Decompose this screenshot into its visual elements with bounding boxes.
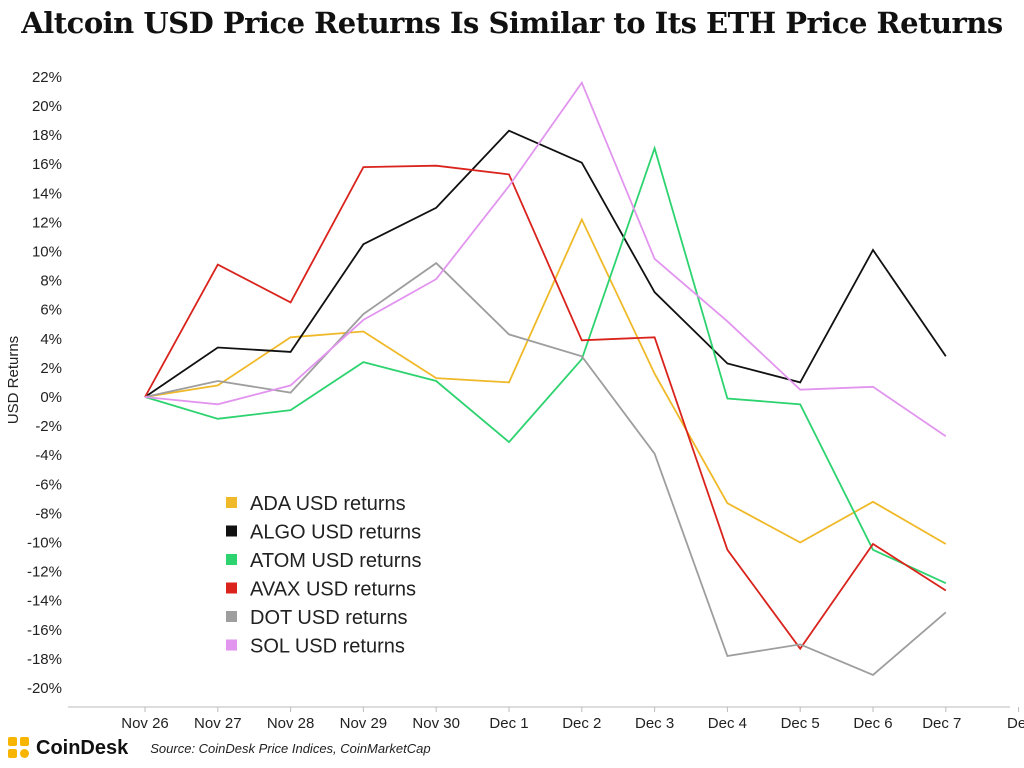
legend-swatch <box>226 497 237 508</box>
series-line-dot <box>144 261 947 676</box>
y-tick-label: 20% <box>32 98 62 115</box>
legend-label: ALGO USD returns <box>250 522 421 544</box>
y-axis-ticks: 22% 20% 18% 16% 14% 12% 10% 8% 6% 4% 2% 0% -2% -4% -6%… <box>27 69 62 697</box>
x-tick-label: Dec 8 <box>1007 715 1024 732</box>
legend-label: AVAX USD returns <box>250 579 416 601</box>
y-tick-label: 22% <box>32 69 62 86</box>
y-tick-label: -2% <box>35 418 62 435</box>
y-tick-label: 6% <box>40 302 62 319</box>
y-tick-label: 10% <box>32 244 62 261</box>
y-axis-label: USD Returns <box>5 336 22 424</box>
x-tick-label: Dec 4 <box>708 715 747 732</box>
series-lines <box>144 80 947 676</box>
y-tick-label: 12% <box>32 214 62 231</box>
legend-label: DOT USD returns <box>250 607 407 629</box>
x-axis-ticks: Nov 26 Nov 27 Nov 28 Nov 29 Nov 30 Dec 1 Dec 2… <box>121 707 1024 732</box>
y-tick-label: 0% <box>40 389 62 406</box>
source-note: Source: CoinDesk Price Indices, CoinMark… <box>150 740 431 756</box>
y-tick-label: -12% <box>27 564 62 581</box>
y-tick-label: -6% <box>35 476 62 493</box>
legend-swatch <box>226 554 237 565</box>
series-line-avax <box>144 164 947 651</box>
coindesk-logo-icon <box>8 737 30 759</box>
x-tick-label: Nov 28 <box>267 715 315 732</box>
y-tick-label: 16% <box>32 156 62 173</box>
y-tick-label: -18% <box>27 651 62 668</box>
coindesk-logo-text: CoinDesk <box>36 736 129 759</box>
y-tick-label: 2% <box>40 360 62 377</box>
y-tick-label: -10% <box>27 535 62 552</box>
x-tick-label: Nov 30 <box>412 715 460 732</box>
y-tick-label: -20% <box>27 680 62 697</box>
x-tick-label: Dec 6 <box>853 715 892 732</box>
y-tick-label: 8% <box>40 273 62 290</box>
series-line-algo <box>144 129 947 398</box>
x-tick-label: Dec 3 <box>635 715 674 732</box>
y-tick-label: 18% <box>32 127 62 144</box>
y-tick-label: -8% <box>35 505 62 522</box>
legend-swatch <box>226 525 237 537</box>
legend-swatch <box>226 582 237 594</box>
chart-title: Altcoin USD Price Returns Is Similar to … <box>21 6 1003 40</box>
y-tick-label: -14% <box>27 593 62 610</box>
x-tick-label: Dec 2 <box>562 715 601 732</box>
legend: ADA USD returns ALGO USD returns ATOM USD … <box>226 493 422 658</box>
legend-swatch <box>226 611 237 622</box>
series-line-atom <box>144 145 947 585</box>
y-tick-label: -16% <box>27 622 62 639</box>
legend-label: SOL USD returns <box>250 636 405 658</box>
series-line-ada <box>144 217 947 545</box>
legend-label: ATOM USD returns <box>250 550 422 572</box>
x-tick-label: Nov 26 <box>121 715 169 732</box>
x-tick-label: Nov 27 <box>194 715 242 732</box>
x-tick-label: Dec 1 <box>489 715 528 732</box>
x-tick-label: Dec 7 <box>922 715 961 732</box>
y-tick-label: -4% <box>35 447 62 464</box>
x-tick-label: Dec 5 <box>781 715 820 732</box>
x-tick-label: Nov 29 <box>340 715 388 732</box>
y-tick-label: 4% <box>40 331 62 348</box>
legend-swatch <box>226 639 237 651</box>
legend-label: ADA USD returns <box>250 493 406 515</box>
y-tick-label: 14% <box>32 185 62 202</box>
footer: CoinDesk Source: CoinDesk Price Indices,… <box>8 736 431 760</box>
series-line-sol <box>144 80 947 438</box>
